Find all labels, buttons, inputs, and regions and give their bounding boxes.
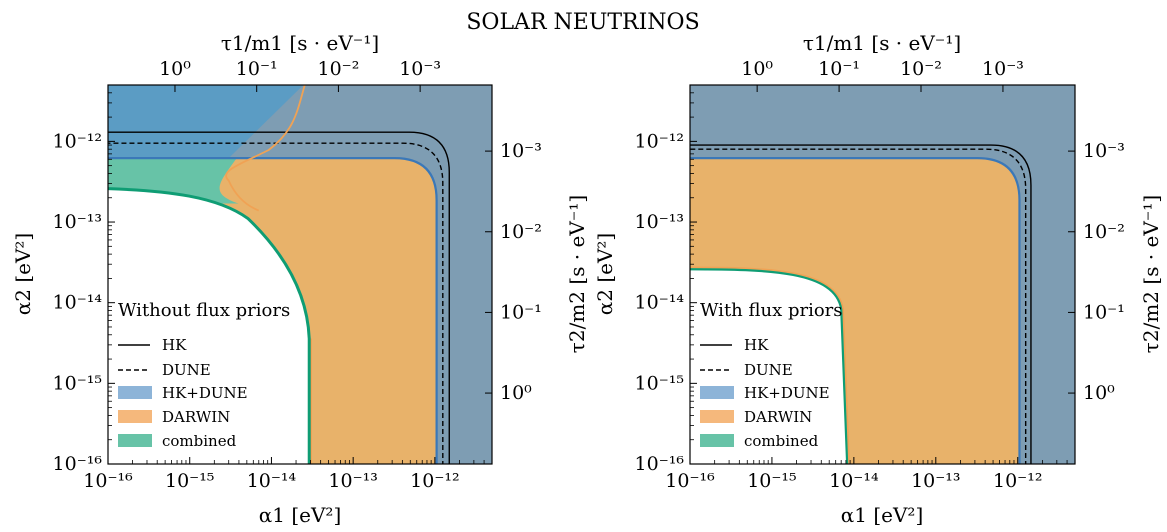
x-tick-label-left-4: 10⁻¹² (410, 470, 459, 492)
legend-hk-dune-label-right: HK+DUNE (744, 384, 830, 402)
y-tick-label-right-4: 10⁻¹² (635, 130, 684, 152)
legend-left: Without flux priors HK DUNE HK+DUNE DARW… (118, 300, 290, 450)
hk-dune-region-upper-left (108, 85, 304, 159)
y-tick-label-right-3: 10⁻¹³ (635, 211, 684, 233)
frame-right (689, 84, 1076, 465)
legend-darwin-swatch-left (118, 410, 152, 423)
hk-dune-boundary-right (690, 157, 1021, 464)
right-tick-label-right-3: 10⁰ (1083, 382, 1115, 404)
legend-hk-dune-swatch-right (700, 386, 734, 399)
x-tick-label-right-4: 10⁻¹² (993, 470, 1042, 492)
x-tick-label-right-3: 10⁻¹³ (911, 470, 960, 492)
y-tick-label-left-0: 10⁻¹⁶ (53, 453, 103, 475)
y-tick-label-right-0: 10⁻¹⁶ (635, 453, 685, 475)
panel-with-flux-priors: 10⁻¹⁶ 10⁻¹⁵ 10⁻¹⁴ 10⁻¹³ 10⁻¹² 10⁻¹⁶ 10⁻¹⁵ 10⁻¹⁴… (593, 31, 1163, 527)
legend-darwin-swatch-right (700, 410, 734, 423)
legend-title-right: With flux priors (700, 300, 843, 321)
y-tick-label-left-3: 10⁻¹³ (53, 211, 102, 233)
x-axis-label-right: α1 [eV²] (841, 503, 924, 527)
top-tick-label-left-2: 10⁻² (317, 58, 359, 80)
y-tick-label-left-1: 10⁻¹⁵ (53, 372, 102, 394)
x-tick-label-left-3: 10⁻¹³ (328, 470, 377, 492)
x-tick-label-left-0: 10⁻¹⁶ (83, 470, 133, 492)
legend-hk-label-right: HK (744, 336, 769, 354)
hk-boundary-left (108, 131, 450, 464)
y-tick-label-left-2: 10⁻¹⁴ (53, 292, 103, 314)
y-axis-label-left: α2 [eV²] (11, 233, 35, 316)
right-tick-label-right-2: 10⁻¹ (1083, 301, 1125, 323)
legend-combined-label-right: combined (744, 432, 819, 450)
right-tick-label-right-1: 10⁻² (1083, 221, 1125, 243)
legend-dune-label-left: DUNE (162, 361, 211, 379)
right-axis-label-right: τ2/m2 [s · eV⁻¹] (1139, 195, 1163, 353)
legend-dune-label-right: DUNE (744, 361, 793, 379)
combined-boundary-right (690, 268, 849, 464)
figure-title: SOLAR NEUTRINOS (466, 10, 699, 35)
legend-combined-label-left: combined (162, 432, 237, 450)
legend-darwin-label-right: DARWIN (744, 408, 812, 426)
panel-without-flux-priors: 10⁻¹⁶ 10⁻¹⁵ 10⁻¹⁴ 10⁻¹³ 10⁻¹² 10⁻¹⁶ 10⁻¹⁵ 10⁻¹⁴… (11, 31, 589, 527)
top-axis-label-left: τ1/m1 [s · eV⁻¹] (221, 31, 379, 55)
hk-dune-boundary-left (108, 157, 438, 464)
dune-boundary-left (108, 142, 444, 464)
ticks-left: 10⁻¹⁶ 10⁻¹⁵ 10⁻¹⁴ 10⁻¹³ 10⁻¹² 10⁻¹⁶ 10⁻¹⁵ 10⁻¹⁴… (53, 58, 542, 492)
y-tick-label-left-4: 10⁻¹² (53, 130, 102, 152)
top-tick-label-right-3: 10⁻³ (982, 58, 1024, 80)
darwin-strip-boundary-left (225, 85, 306, 212)
y-axis-label-right: α2 [eV²] (593, 233, 617, 316)
x-tick-label-right-1: 10⁻¹⁵ (747, 470, 796, 492)
x-tick-label-right-0: 10⁻¹⁶ (665, 470, 715, 492)
right-tick-label-left-3: 10⁰ (500, 382, 532, 404)
right-tick-label-left-1: 10⁻² (500, 221, 542, 243)
right-tick-label-right-0: 10⁻³ (1083, 140, 1125, 162)
x-tick-label-left-1: 10⁻¹⁵ (165, 470, 214, 492)
right-axis-label-left: τ2/m2 [s · eV⁻¹] (565, 195, 589, 353)
y-tick-label-right-2: 10⁻¹⁴ (635, 292, 685, 314)
darwin-boundary-right (690, 266, 850, 464)
top-tick-label-right-1: 10⁻¹ (818, 58, 860, 80)
x-axis-label-left: α1 [eV²] (259, 503, 342, 527)
plot-area-right (690, 85, 1075, 464)
ticks-right: 10⁻¹⁶ 10⁻¹⁵ 10⁻¹⁴ 10⁻¹³ 10⁻¹² 10⁻¹⁶ 10⁻¹⁵ 10⁻¹⁴… (635, 58, 1125, 492)
top-tick-label-left-0: 10⁰ (159, 58, 191, 80)
right-tick-label-left-0: 10⁻³ (500, 140, 542, 162)
legend-right: With flux priors HK DUNE HK+DUNE DARWIN … (700, 300, 843, 450)
top-tick-label-left-3: 10⁻³ (399, 58, 441, 80)
legend-hk-dune-swatch-left (118, 386, 152, 399)
top-tick-label-right-2: 10⁻² (900, 58, 942, 80)
x-tick-label-right-2: 10⁻¹⁴ (829, 470, 879, 492)
legend-combined-swatch-left (118, 434, 152, 447)
frame-left (107, 84, 493, 465)
dune-boundary-right (690, 148, 1027, 464)
legend-combined-swatch-right (700, 434, 734, 447)
top-tick-label-left-1: 10⁻¹ (236, 58, 278, 80)
legend-darwin-label-left: DARWIN (162, 408, 230, 426)
combined-boundary-left (108, 187, 311, 464)
legend-hk-label-left: HK (162, 336, 187, 354)
right-tick-label-left-2: 10⁻¹ (500, 301, 542, 323)
plot-area-left (108, 85, 492, 464)
allowed-region-left (108, 188, 310, 464)
hk-boundary-right (690, 144, 1032, 464)
legend-title-left: Without flux priors (118, 300, 290, 321)
top-tick-label-right-0: 10⁰ (741, 58, 773, 80)
x-tick-label-left-2: 10⁻¹⁴ (247, 470, 297, 492)
y-tick-label-right-1: 10⁻¹⁵ (635, 372, 684, 394)
legend-hk-dune-label-left: HK+DUNE (162, 384, 248, 402)
top-axis-label-right: τ1/m1 [s · eV⁻¹] (803, 31, 961, 55)
